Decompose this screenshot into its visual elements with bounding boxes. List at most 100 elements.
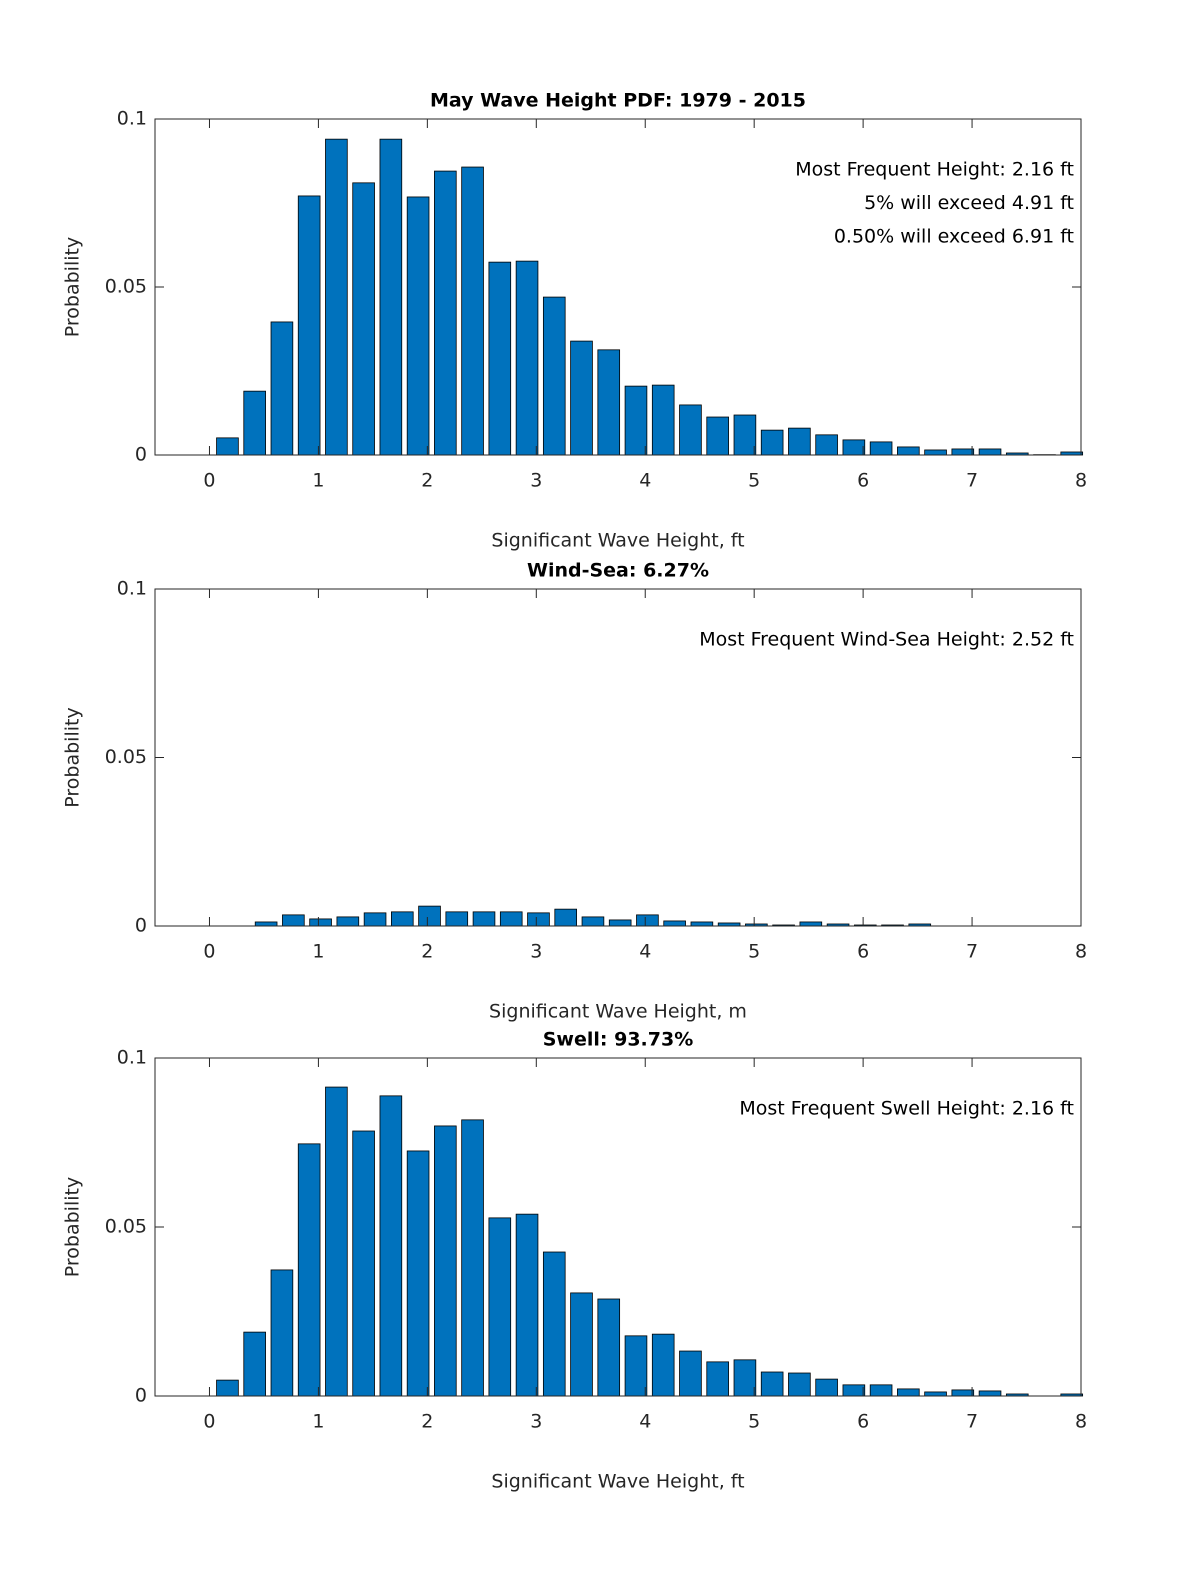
bar (243, 1331, 266, 1397)
bar (282, 914, 305, 927)
bar (406, 1150, 430, 1397)
bar (254, 921, 278, 927)
bar (445, 911, 469, 927)
bar (379, 1095, 403, 1397)
y-tick-label: 0.1 (117, 1047, 147, 1069)
x-tick-label: 3 (530, 1411, 542, 1433)
annotation: Most Frequent Wind-Sea Height: 2.52 ft (699, 629, 1074, 651)
bar (978, 448, 1002, 456)
bar (243, 390, 266, 456)
bar (581, 916, 605, 927)
bar (542, 1251, 566, 1397)
x-tick-label: 4 (639, 1411, 651, 1433)
bar (597, 1298, 621, 1397)
bar (363, 912, 387, 927)
bar (554, 908, 578, 927)
x-tick-label: 7 (966, 941, 978, 963)
bar (216, 437, 239, 456)
bar (570, 340, 593, 456)
bar (733, 1359, 757, 1397)
x-tick-label: 3 (530, 941, 542, 963)
y-axis-label: Probability (62, 1177, 84, 1277)
x-axis-label: Significant Wave Height, m (489, 1001, 747, 1023)
x-tick-label: 5 (748, 941, 760, 963)
bar (663, 920, 686, 927)
x-axis-label: Significant Wave Height, ft (491, 530, 744, 552)
bar (434, 170, 457, 456)
bar (309, 918, 332, 927)
bar (924, 449, 947, 456)
bar (488, 261, 512, 456)
annotation: Most Frequent Height: 2.16 ft (795, 159, 1074, 181)
bar (352, 182, 375, 456)
x-tick-label: 6 (857, 470, 869, 492)
x-tick-label: 7 (966, 470, 978, 492)
bar (542, 296, 566, 456)
bar (570, 1292, 593, 1397)
x-tick-label: 8 (1075, 1411, 1087, 1433)
x-tick-label: 3 (530, 470, 542, 492)
bar (434, 1125, 457, 1397)
x-tick-label: 4 (639, 941, 651, 963)
bar (527, 912, 550, 927)
bar (488, 1217, 512, 1397)
bar (951, 448, 975, 456)
x-tick-label: 6 (857, 941, 869, 963)
bar (297, 1143, 321, 1397)
bar (869, 1384, 893, 1397)
bar (733, 414, 757, 456)
x-tick-label: 1 (312, 941, 324, 963)
bar (515, 1213, 539, 1397)
bar (706, 1361, 729, 1397)
bar (297, 195, 321, 456)
y-tick-label: 0.05 (105, 1216, 147, 1238)
bar (608, 919, 632, 927)
bar (325, 1086, 348, 1397)
x-tick-label: 0 (203, 470, 215, 492)
y-tick-label: 0 (135, 1385, 147, 1407)
bar (597, 349, 621, 456)
bar (690, 921, 714, 927)
bar (788, 427, 811, 456)
x-tick-label: 8 (1075, 470, 1087, 492)
annotation: 5% will exceed 4.91 ft (864, 192, 1074, 214)
y-axis-label: Probability (62, 237, 84, 337)
bar (461, 1119, 484, 1397)
annotation: 0.50% will exceed 6.91 ft (834, 226, 1074, 248)
y-tick-label: 0.1 (117, 108, 147, 130)
bar (897, 1388, 920, 1397)
x-tick-label: 0 (203, 941, 215, 963)
bar (352, 1130, 375, 1397)
bar (336, 916, 360, 927)
bar (418, 905, 441, 927)
y-tick-label: 0 (135, 915, 147, 937)
bar (679, 1350, 702, 1397)
bar (624, 385, 648, 456)
bar (815, 434, 838, 456)
y-tick-label: 0 (135, 444, 147, 466)
x-tick-label: 1 (312, 1411, 324, 1433)
x-tick-label: 0 (203, 1411, 215, 1433)
bar (651, 384, 675, 456)
bar (869, 441, 893, 456)
x-tick-label: 5 (748, 1411, 760, 1433)
bar (515, 260, 539, 456)
bar (391, 911, 414, 927)
x-tick-label: 2 (421, 1411, 433, 1433)
bar (406, 196, 430, 456)
bar (270, 321, 294, 456)
bar (499, 911, 523, 927)
bar (842, 1384, 866, 1397)
y-tick-label: 0.05 (105, 746, 147, 768)
bar (706, 416, 729, 456)
x-tick-label: 7 (966, 1411, 978, 1433)
bar (379, 138, 403, 456)
x-tick-label: 2 (421, 470, 433, 492)
bar (978, 1390, 1002, 1397)
x-tick-label: 1 (312, 470, 324, 492)
x-tick-label: 8 (1075, 941, 1087, 963)
x-tick-label: 2 (421, 941, 433, 963)
bar (788, 1372, 811, 1397)
bar (651, 1333, 675, 1397)
